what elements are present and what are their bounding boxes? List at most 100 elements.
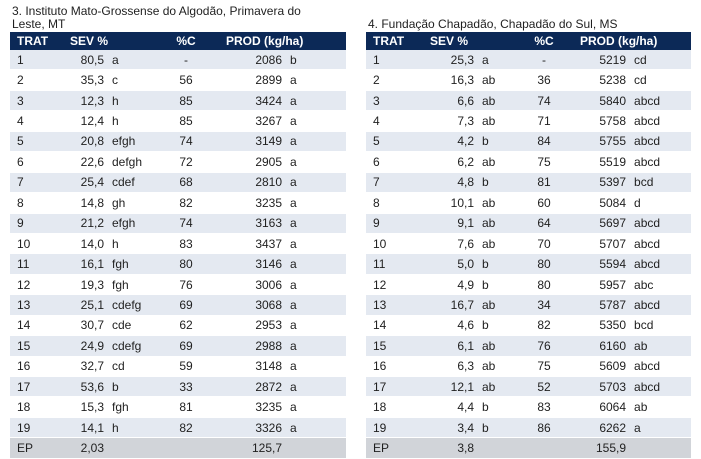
cell-sev: 7,3 — [457, 114, 474, 129]
cell-prod-letters: d — [634, 195, 641, 210]
table-row: 14 30,7 cde 62 2953 a — [10, 315, 347, 336]
table-row: 3 6,6 ab 74 5840 abcd — [366, 90, 692, 111]
cell-sev-letters: fgh — [104, 253, 157, 275]
table-header-row: TRAT SEV % %C PROD (kg/ha) — [366, 32, 692, 50]
cell-sev: 25,3 — [416, 50, 474, 70]
cell-trat: 14 — [373, 318, 387, 333]
table-row: 13 25,1 cdefg 69 3068 a — [10, 294, 347, 316]
cell-prod-letters: a — [282, 172, 347, 193]
table-caption: 4. Fundação Chapadão, Chapadão do Sul, M… — [366, 4, 691, 32]
cell-prod-letters: abcd — [634, 359, 661, 374]
cell-sev: 30,7 — [80, 318, 104, 333]
cell-control-pct: 80 — [156, 253, 217, 275]
cell-prod: 3149 — [216, 131, 283, 152]
cell-control-pct: 84 — [510, 131, 579, 152]
cell-trat: EP — [10, 437, 60, 459]
cell-control-pct: 76 — [179, 277, 193, 292]
cell-sev: 12,3 — [60, 90, 104, 111]
results-table: TRAT SEV % %C PROD (kg/ha) 1 80,5 a -2086 b 2… — [10, 32, 347, 459]
cell-prod-letters: a — [282, 90, 347, 111]
cell-prod-letters: abc — [634, 277, 654, 292]
cell-trat: 13 — [366, 294, 416, 316]
cell-prod: 5957 — [599, 277, 627, 292]
cell-control-pct: 70 — [537, 236, 551, 251]
cell-prod-letters: a — [282, 213, 347, 234]
cell-prod: 2899 — [255, 73, 283, 88]
cell-sev: 2,03 — [60, 437, 104, 459]
table-row: 8 14,8 gh 82 3235 a — [10, 193, 347, 213]
cell-control-pct: 75 — [537, 359, 551, 374]
cell-prod: 5755 — [578, 131, 627, 152]
cell-prod-letters: abcd — [634, 154, 661, 169]
cell-trat: 18 — [373, 400, 387, 415]
cell-trat: 1 — [366, 50, 416, 70]
caption-line-1: 4. Fundação Chapadão, Chapadão do Sul, M… — [368, 17, 618, 31]
cell-prod: 3068 — [216, 294, 283, 316]
cell-prod-letters: ab — [626, 335, 692, 357]
cell-sev: 3,4 — [416, 417, 474, 438]
cell-trat: 16 — [17, 359, 31, 374]
cell-control-pct: - — [510, 50, 579, 70]
cell-sev-letters: cd — [112, 359, 125, 374]
header-pc: %C — [510, 32, 579, 50]
cell-sev: 16,1 — [60, 253, 104, 275]
caption-line-1: 3. Instituto Mato-Grossense do Algodão, … — [12, 4, 301, 18]
cell-control-pct — [156, 437, 217, 459]
cell-sev: 6,1 — [416, 335, 474, 357]
cell-sev: 32,7 — [80, 359, 104, 374]
cell-control-pct: 56 — [179, 73, 193, 88]
cell-control-pct: 62 — [179, 318, 193, 333]
cell-prod-letters: cd — [626, 50, 692, 70]
table-row: 10 7,6 ab 70 5707 abcd — [366, 233, 692, 254]
cell-control-pct: 80 — [537, 277, 551, 292]
cell-trat: 4 — [17, 114, 24, 129]
cell-prod-letters: a — [282, 253, 347, 275]
cell-trat: 7 — [366, 172, 416, 193]
cell-prod-letters: a — [290, 277, 297, 292]
table-row: 11 5,0 b 80 5594 abcd — [366, 253, 692, 275]
cell-control-pct: 81 — [510, 172, 579, 193]
cell-prod-letters: cd — [634, 73, 647, 88]
cell-sev: 35,3 — [80, 73, 104, 88]
cell-control-pct: 74 — [510, 90, 579, 111]
cell-trat: 17 — [10, 376, 60, 397]
cell-trat: 8 — [17, 195, 24, 210]
table-row: 17 12,1 ab 52 5703 abcd — [366, 376, 692, 397]
cell-sev-letters: h — [104, 417, 157, 438]
cell-prod: 3235 — [255, 195, 283, 210]
cell-prod-letters: abcd — [626, 294, 692, 316]
cell-sev-letters: ab — [482, 73, 496, 88]
header-trat: TRAT — [366, 32, 416, 50]
table-row-ep: EP 3,8 155,9 — [366, 437, 692, 459]
table-row: 18 15,3 fgh 81 3235 a — [10, 397, 347, 418]
table-row: 4 7,3 ab 71 5758 abcd — [366, 111, 692, 132]
table-row: 7 4,8 b 81 5397 bcd — [366, 172, 692, 193]
cell-control-pct: 69 — [156, 335, 217, 357]
header-sev: SEV % — [60, 32, 157, 50]
cell-trat: 11 — [10, 253, 60, 275]
cell-sev: 10,1 — [450, 195, 474, 210]
cell-sev: 4,9 — [457, 277, 474, 292]
cell-sev-letters: h — [112, 114, 119, 129]
cell-control-pct: 86 — [510, 417, 579, 438]
header-prod: PROD (kg/ha) — [216, 32, 347, 50]
table-row: 15 24,9 cdefg 69 2988 a — [10, 335, 347, 357]
cell-prod: 2988 — [216, 335, 283, 357]
table-row: 10 14,0 h 83 3437 a — [10, 233, 347, 254]
cell-sev: 7,6 — [457, 236, 474, 251]
cell-prod: 5084 — [599, 195, 627, 210]
cell-prod: 2953 — [255, 318, 283, 333]
table-row: 8 10,1 ab 60 5084 d — [366, 193, 692, 213]
cell-prod: 3437 — [255, 236, 283, 251]
cell-control-pct: 68 — [156, 172, 217, 193]
cell-sev-letters: ab — [482, 236, 496, 251]
cell-sev-letters: defgh — [112, 154, 143, 169]
cell-prod-letters: bcd — [626, 172, 692, 193]
cell-prod: 2086 — [216, 50, 283, 70]
table-row-ep: EP 2,03 125,7 — [10, 437, 347, 459]
table-body: 1 25,3 a -5219 cd 2 16,3 ab 36 5238 cd 3 6,6 ab 74 5840… — [366, 50, 692, 459]
cell-prod: 5350 — [599, 318, 627, 333]
cell-prod: 5787 — [578, 294, 627, 316]
cell-control-pct: 33 — [156, 376, 217, 397]
cell-prod-letters: bcd — [634, 318, 654, 333]
